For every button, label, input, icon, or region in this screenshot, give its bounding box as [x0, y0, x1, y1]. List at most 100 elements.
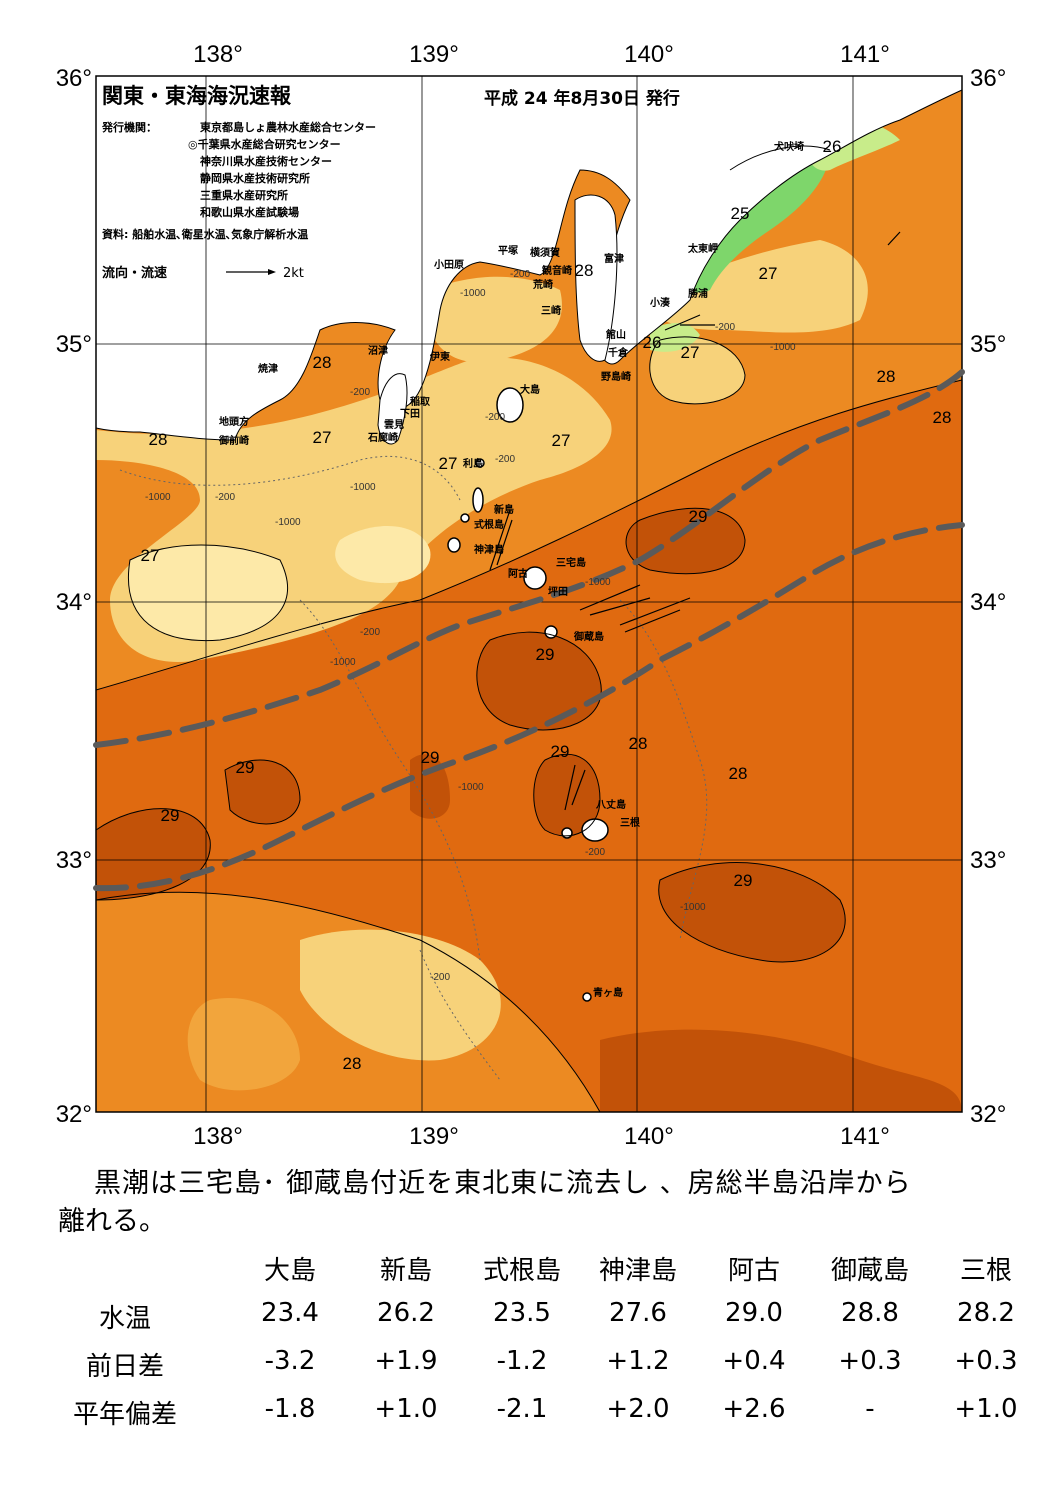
- depth-contours: [119, 455, 708, 1081]
- table-cell: +1.0: [954, 1394, 1018, 1424]
- table-cell: 26.2: [377, 1298, 435, 1328]
- place-label: 荒崎: [532, 278, 553, 291]
- depth-label: -1000: [458, 782, 484, 793]
- table-cell: 28.8: [841, 1298, 899, 1328]
- depth-label: -200: [510, 269, 530, 280]
- issuer-item: 東京都島しょ農林水産総合センター: [200, 120, 376, 134]
- isotherm-label: 27: [313, 428, 332, 447]
- place-label: 横須賀: [530, 246, 560, 259]
- isotherm-label: 29: [551, 742, 570, 761]
- table-cell: +2.6: [722, 1394, 786, 1424]
- current-legend-arrow: [226, 269, 276, 275]
- place-label: 観音崎: [542, 264, 572, 277]
- table-cell: +0.3: [838, 1346, 902, 1376]
- place-label: 犬吠埼: [774, 140, 804, 153]
- isotherm-labels: 26 25 27 28 28 26 27 28 28 27 28 27 27 2…: [141, 137, 952, 1073]
- issuer-item: 静岡県水産技術研究所: [200, 171, 310, 185]
- lat-label: 35°: [970, 331, 1006, 358]
- isotherm-label: 29: [161, 806, 180, 825]
- lat-label: 35°: [56, 331, 92, 358]
- depth-label: -1000: [770, 342, 796, 353]
- zone-29-west2: [225, 760, 300, 824]
- place-label: 坪田: [548, 585, 568, 598]
- place-label: 富津: [604, 252, 624, 265]
- lon-label: 141°: [840, 41, 890, 68]
- depth-label: -200: [350, 387, 370, 398]
- table-row: 前日差 -3.2 +1.9 -1.2 +1.2 +0.4 +0.3 +0.3: [40, 1346, 1030, 1394]
- row-header: 平年偏差: [72, 1400, 177, 1430]
- place-label: 大島: [520, 383, 540, 396]
- issuer-item: 和歌山県水産試験場: [200, 205, 299, 219]
- depth-label: -1000: [330, 657, 356, 668]
- lon-labels-top: 138° 139° 140° 141°: [193, 41, 890, 68]
- place-label: 青ヶ島: [593, 986, 623, 999]
- table-header-row: 大島 新島 式根島 神津島 阿古 御蔵島 三根: [40, 1250, 1030, 1298]
- zone-29-mid: [410, 754, 450, 819]
- depth-label: -200: [585, 847, 605, 858]
- isotherm-label: 29: [689, 507, 708, 526]
- table-cell: -1.2: [496, 1346, 548, 1376]
- zone-29-south-bottom: [600, 1029, 962, 1112]
- isotherm-label: 27: [759, 264, 778, 283]
- table-cell: 23.4: [261, 1298, 319, 1328]
- lon-label: 140°: [624, 1123, 674, 1150]
- zone-29-northeast: [626, 508, 745, 574]
- depth-label: -1000: [585, 577, 611, 588]
- zone-27-boso-east: [640, 240, 868, 333]
- depth-label: -200: [215, 492, 235, 503]
- place-label: 雲見: [384, 419, 404, 431]
- table-cell: +0.4: [722, 1346, 786, 1376]
- place-label: 勝浦: [688, 287, 708, 300]
- sea-temperature-map: 138° 139° 140° 141° 138° 139° 140° 141° …: [56, 41, 1007, 1150]
- lon-labels-bottom: 138° 139° 140° 141°: [193, 1123, 890, 1150]
- zone-27-south: [300, 929, 501, 1061]
- legend-scale: 2kt: [283, 266, 304, 281]
- place-label: 石廊崎: [367, 431, 398, 444]
- issuer-list: 東京都島しょ農林水産総合センター ◎千葉県水産総合研究センター 神奈川県水産技術…: [188, 120, 376, 219]
- isotherm-label: 29: [236, 758, 255, 777]
- issuer-item: 神奈川県水産技術センター: [200, 154, 332, 168]
- place-label: 稲取: [410, 395, 431, 408]
- table-cell: 29.0: [725, 1298, 783, 1328]
- place-label: 三根: [620, 816, 640, 829]
- zone-29-southeast: [658, 862, 846, 962]
- isotherm-lines: [95, 145, 963, 1113]
- place-label: 伊東: [429, 350, 450, 363]
- place-label: 八丈島: [595, 798, 626, 811]
- table-cell: -: [865, 1394, 875, 1424]
- isotherm-label: 26: [643, 333, 662, 352]
- table-cell: -3.2: [264, 1346, 316, 1376]
- place-label: 三崎: [541, 304, 561, 317]
- depth-label: -1000: [275, 517, 301, 528]
- lat-label: 34°: [56, 589, 92, 616]
- data-source: 資料: 船舶水温､衛星水温､気象庁解析水温: [102, 227, 308, 241]
- depth-label: -200: [360, 627, 380, 638]
- summary-line: 離れる。: [58, 1206, 166, 1237]
- isotherm-label: 27: [681, 343, 700, 362]
- place-label: 阿古: [508, 567, 528, 580]
- isotherm-label: 27: [439, 454, 458, 473]
- summary-line: 黒潮は三宅島･ 御蔵島付近を東北東に流去し 、房総半島沿岸から: [94, 1168, 912, 1199]
- lat-label: 33°: [970, 847, 1006, 874]
- table-cell: 23.5: [493, 1298, 551, 1328]
- table-cell: 27.6: [609, 1298, 667, 1328]
- zone-27-light-west: [128, 545, 288, 641]
- table-cell: -1.8: [264, 1394, 316, 1424]
- depth-label: -200: [495, 454, 515, 465]
- shikinejima-island: [460, 513, 470, 523]
- lon-label: 140°: [624, 41, 674, 68]
- lat-label: 32°: [56, 1101, 92, 1128]
- isotherm-label: 28: [313, 353, 332, 372]
- map-frame: [95, 75, 963, 1113]
- zone-25: [686, 146, 830, 293]
- kuroshio-path: [93, 369, 965, 892]
- miyakejima-island: [523, 566, 547, 590]
- lat-label: 33°: [56, 847, 92, 874]
- lon-label: 139°: [409, 41, 459, 68]
- toshima-island: [475, 458, 485, 468]
- isotherm-label: 29: [421, 748, 440, 767]
- zone-27-boso: [649, 336, 745, 404]
- isotherm-label: 25: [731, 204, 750, 223]
- place-label: 小湊: [649, 296, 671, 309]
- isotherm-label: 29: [734, 871, 753, 890]
